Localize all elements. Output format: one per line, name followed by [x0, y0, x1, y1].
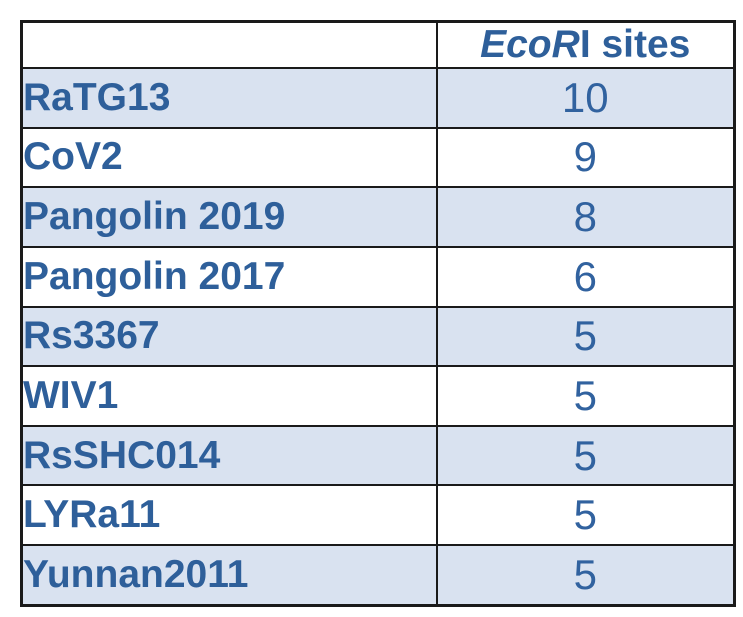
table-row: CoV2 9 — [20, 126, 736, 189]
table-row: LYRa11 5 — [20, 484, 736, 547]
row-label: RaTG13 — [20, 67, 438, 129]
header-row: EcoRI sites — [20, 20, 736, 69]
row-value: 5 — [435, 484, 736, 547]
table-row: WIV1 5 — [20, 365, 736, 427]
header-value-cell: EcoRI sites — [435, 20, 736, 69]
header-empty-cell — [20, 20, 438, 69]
row-label: CoV2 — [20, 126, 438, 189]
header-enzyme-rest: I sites — [579, 23, 691, 66]
table-row: RaTG13 10 — [20, 67, 736, 129]
row-value: 5 — [435, 305, 736, 368]
row-value: 6 — [435, 245, 736, 308]
row-value: 9 — [435, 126, 736, 189]
row-value: 5 — [435, 424, 736, 487]
row-label: WIV1 — [20, 365, 438, 427]
row-label: Pangolin 2019 — [20, 186, 438, 248]
row-label: Pangolin 2017 — [20, 245, 438, 308]
table-row: Yunnan2011 5 — [20, 544, 736, 607]
row-value: 8 — [435, 186, 736, 248]
row-label: Yunnan2011 — [20, 544, 438, 607]
row-label: LYRa11 — [20, 484, 438, 547]
table-row: Pangolin 2019 8 — [20, 186, 736, 248]
table-row: Rs3367 5 — [20, 305, 736, 368]
row-label: Rs3367 — [20, 305, 438, 368]
row-value: 5 — [435, 365, 736, 427]
ecori-sites-table: EcoRI sites RaTG13 10 CoV2 9 Pangolin 20… — [20, 20, 736, 607]
table-row: Pangolin 2017 6 — [20, 245, 736, 308]
row-value: 5 — [435, 544, 736, 607]
table-row: RsSHC014 5 — [20, 424, 736, 487]
row-value: 10 — [435, 67, 736, 129]
row-label: RsSHC014 — [20, 424, 438, 487]
header-enzyme-italic: EcoR — [480, 23, 580, 66]
